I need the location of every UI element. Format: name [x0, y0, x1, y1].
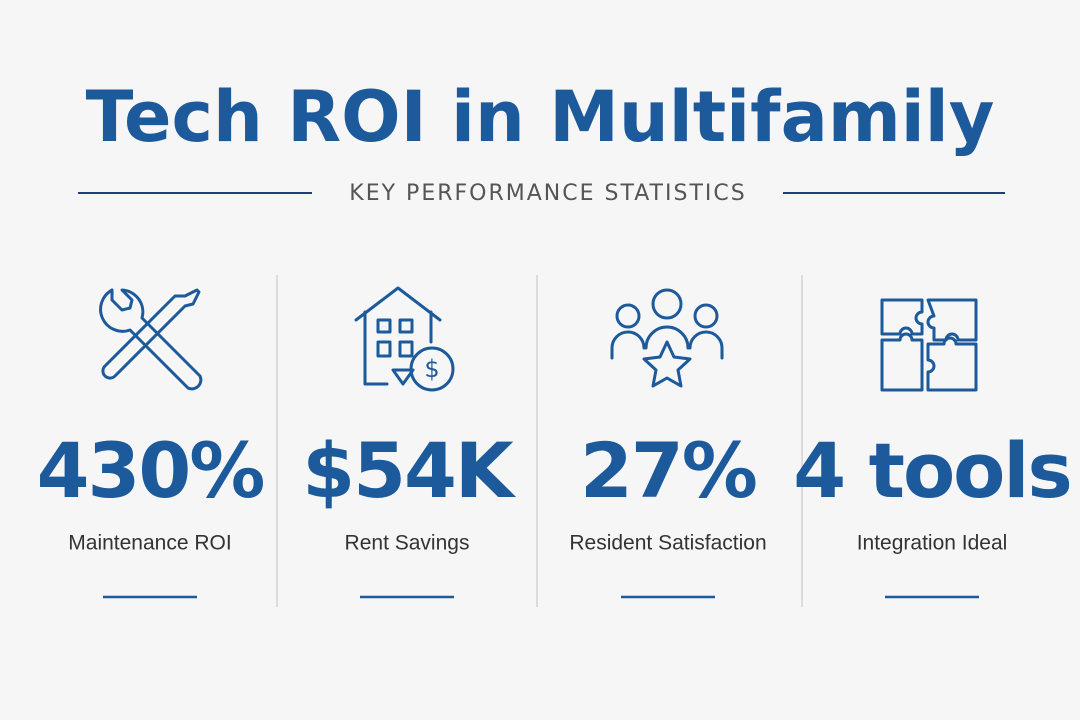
title: Tech ROI in Multifamily	[86, 76, 995, 158]
stat-value: 27%	[580, 426, 756, 515]
stat-value: 4 tools	[793, 426, 1070, 515]
stat-label: Integration Ideal	[857, 532, 1008, 555]
tools-icon	[99, 288, 203, 391]
svg-text:$: $	[424, 355, 439, 383]
stat-label: Rent Savings	[345, 532, 470, 555]
stat-label: Maintenance ROI	[68, 532, 231, 555]
stat-label: Resident Satisfaction	[569, 532, 766, 555]
puzzle-icon	[880, 298, 978, 392]
stat-value: $54K	[302, 426, 517, 515]
people-icon	[610, 288, 724, 388]
house-icon: $	[354, 286, 455, 392]
stats: 430% Maintenance ROI $54K Rent Savings 27% Re…	[37, 426, 1073, 599]
dividers	[276, 275, 803, 607]
stat-value: 430%	[37, 426, 264, 515]
subtitle: KEY PERFORMANCE STATISTICS	[349, 181, 746, 206]
